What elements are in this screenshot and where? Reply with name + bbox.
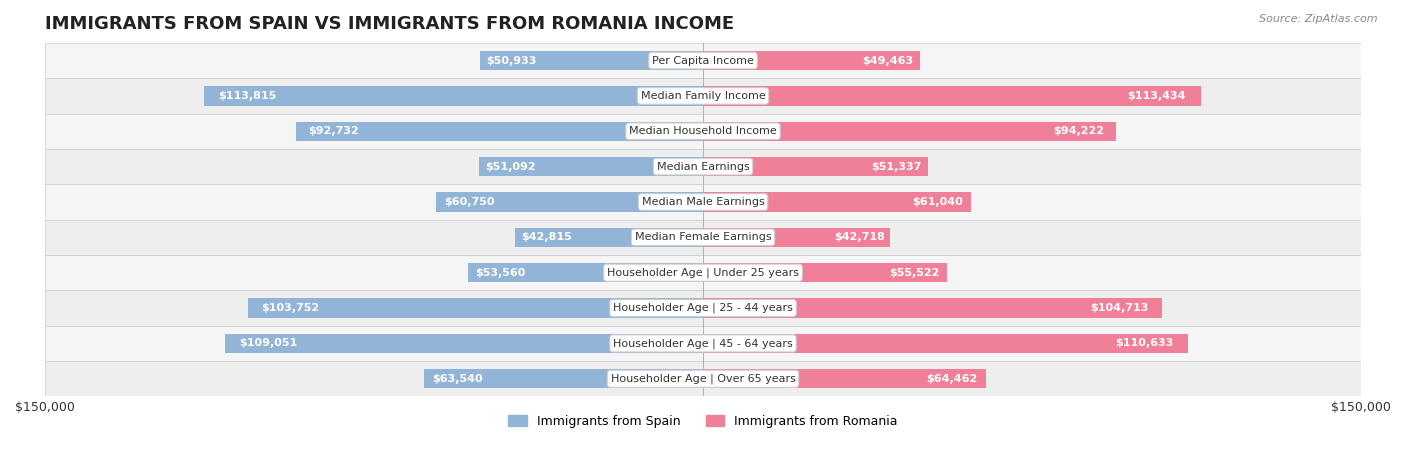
Bar (45, 43, 1361, 78)
Bar (45, 149, 1361, 184)
Text: $110,633: $110,633 (1115, 339, 1174, 348)
Bar (703, 298, 1163, 318)
Text: Median Female Earnings: Median Female Earnings (634, 232, 772, 242)
Text: Median Household Income: Median Household Income (628, 126, 778, 136)
Text: $113,815: $113,815 (219, 91, 277, 101)
Bar (703, 121, 1116, 141)
Text: Median Earnings: Median Earnings (657, 162, 749, 172)
Bar (45, 290, 1361, 325)
Text: IMMIGRANTS FROM SPAIN VS IMMIGRANTS FROM ROMANIA INCOME: IMMIGRANTS FROM SPAIN VS IMMIGRANTS FROM… (45, 15, 734, 33)
Bar (45, 255, 1361, 290)
Text: $55,522: $55,522 (889, 268, 939, 278)
Text: Householder Age | Under 25 years: Householder Age | Under 25 years (607, 268, 799, 278)
Text: $50,933: $50,933 (486, 56, 537, 65)
Bar (479, 157, 703, 177)
Text: $53,560: $53,560 (475, 268, 526, 278)
Text: $42,718: $42,718 (834, 232, 884, 242)
Bar (45, 361, 1361, 396)
Text: $104,713: $104,713 (1090, 303, 1149, 313)
Text: $51,337: $51,337 (872, 162, 921, 172)
Bar (703, 86, 1201, 106)
Text: $63,540: $63,540 (433, 374, 484, 384)
Bar (703, 192, 970, 212)
Text: $92,732: $92,732 (308, 126, 359, 136)
Bar (247, 298, 703, 318)
Text: Median Male Earnings: Median Male Earnings (641, 197, 765, 207)
Bar (703, 263, 946, 283)
Text: Householder Age | 25 - 44 years: Householder Age | 25 - 44 years (613, 303, 793, 313)
Bar (703, 157, 928, 177)
Bar (703, 369, 986, 389)
Bar (703, 333, 1188, 353)
Text: $60,750: $60,750 (444, 197, 495, 207)
Text: $61,040: $61,040 (912, 197, 963, 207)
Legend: Immigrants from Spain, Immigrants from Romania: Immigrants from Spain, Immigrants from R… (503, 410, 903, 432)
Text: Householder Age | Over 65 years: Householder Age | Over 65 years (610, 374, 796, 384)
Bar (425, 369, 703, 389)
Text: $64,462: $64,462 (927, 374, 977, 384)
Bar (45, 113, 1361, 149)
Bar (45, 78, 1361, 113)
Text: Source: ZipAtlas.com: Source: ZipAtlas.com (1260, 14, 1378, 24)
Bar (468, 263, 703, 283)
Text: $42,815: $42,815 (520, 232, 572, 242)
Bar (436, 192, 703, 212)
Text: $94,222: $94,222 (1053, 126, 1104, 136)
Text: Median Family Income: Median Family Income (641, 91, 765, 101)
Text: $113,434: $113,434 (1128, 91, 1185, 101)
Text: Householder Age | 45 - 64 years: Householder Age | 45 - 64 years (613, 338, 793, 349)
Text: $103,752: $103,752 (262, 303, 319, 313)
Text: $49,463: $49,463 (862, 56, 914, 65)
Bar (703, 227, 890, 247)
Text: Per Capita Income: Per Capita Income (652, 56, 754, 65)
Text: $109,051: $109,051 (239, 339, 297, 348)
Bar (297, 121, 703, 141)
Text: $51,092: $51,092 (485, 162, 536, 172)
Bar (204, 86, 703, 106)
Bar (703, 51, 920, 71)
Bar (45, 184, 1361, 219)
Bar (45, 325, 1361, 361)
Bar (225, 333, 703, 353)
Bar (45, 219, 1361, 255)
Bar (515, 227, 703, 247)
Bar (479, 51, 703, 71)
